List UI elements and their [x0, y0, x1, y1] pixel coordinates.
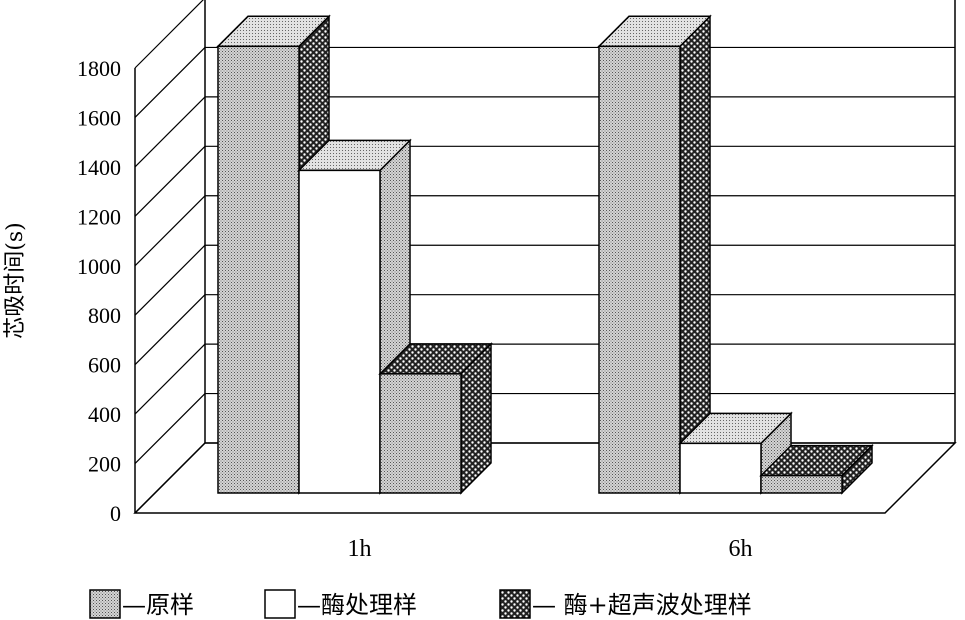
legend-item: —原样: [89, 589, 194, 619]
y-tick-label: 800: [88, 303, 121, 328]
gridline-side: [134, 0, 204, 69]
y-tick-label: 1800: [77, 56, 121, 81]
bar: [597, 14, 712, 495]
legend-swatch: [264, 589, 296, 619]
y-tick-label: 1000: [77, 254, 121, 279]
legend-item: — 酶+超声波处理样: [499, 589, 752, 619]
bar: [759, 443, 874, 495]
bar-front-face: [379, 373, 462, 494]
y-tick-label: 1400: [77, 155, 121, 180]
y-axis-label: 芯吸时间(s): [3, 222, 28, 338]
legend-swatch: [89, 589, 121, 619]
bar-front-face: [217, 45, 300, 494]
bar: [378, 342, 493, 495]
gridline-side: [134, 244, 206, 316]
gridline-side: [134, 343, 206, 415]
x-category-label: 1h: [348, 536, 372, 562]
gridline-side: [134, 145, 206, 217]
legend-item: —酶处理样: [264, 589, 417, 619]
gridline-side: [134, 96, 206, 168]
legend-label: —酶处理样: [297, 591, 417, 619]
gridline-side: [134, 195, 206, 267]
legend-label: — 酶+超声波处理样: [532, 591, 752, 619]
gridline-side: [134, 393, 206, 464]
bar-front-face: [760, 474, 843, 494]
y-tick-label: 0: [110, 501, 121, 526]
gridline-side: [134, 442, 206, 514]
bar-front-face: [679, 442, 762, 494]
legend-swatch: [499, 589, 531, 619]
y-tick-label: 200: [88, 452, 121, 477]
bar-front-face: [298, 169, 381, 494]
legend-label: —原样: [122, 591, 194, 619]
y-tick-label: 400: [88, 402, 121, 427]
y-tick-label: 600: [88, 353, 121, 378]
x-category-label: 6h: [729, 536, 753, 562]
gridline-side: [134, 294, 206, 366]
y-tick-label: 1600: [77, 105, 121, 130]
bar-front-face: [598, 45, 681, 494]
bar: [297, 138, 412, 495]
y-tick-label: 1200: [77, 204, 121, 229]
gridline-side: [134, 47, 206, 118]
